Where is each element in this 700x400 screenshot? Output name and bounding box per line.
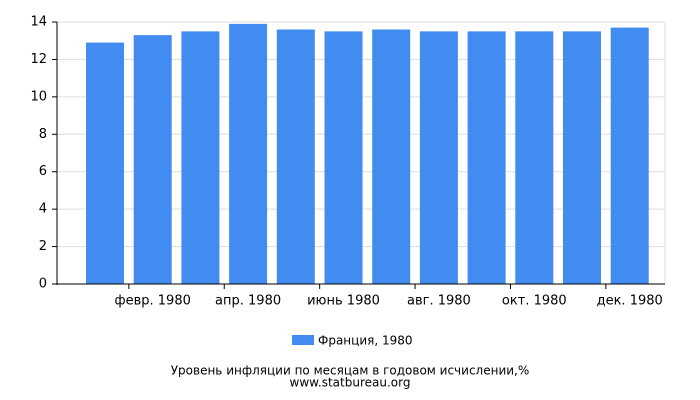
y-tick-label: 12: [30, 52, 47, 67]
bar: [276, 29, 315, 284]
y-tick-label: 10: [30, 89, 47, 104]
legend-swatch: [292, 335, 314, 345]
legend-label: Франция, 1980: [318, 334, 413, 348]
bar: [515, 31, 554, 284]
bar: [563, 31, 601, 284]
y-tick-label: 8: [39, 127, 47, 142]
x-tick-label: авг. 1980: [407, 294, 471, 309]
y-tick-label: 14: [30, 15, 47, 30]
bar: [229, 23, 268, 284]
source: www.statbureau.org: [290, 376, 411, 390]
chart-title: Уровень инфляции по месяцам в годовом ис…: [171, 364, 530, 378]
bar: [467, 31, 506, 284]
bar: [133, 35, 172, 284]
y-tick-label: 6: [39, 164, 47, 179]
bar: [86, 42, 124, 285]
x-tick-label: дек. 1980: [597, 294, 663, 309]
y-tick-label: 0: [39, 277, 47, 292]
y-tick-label: 2: [39, 239, 47, 254]
bar: [324, 31, 363, 284]
x-tick-label: окт. 1980: [502, 294, 567, 309]
x-tick-label: апр. 1980: [215, 294, 281, 309]
y-tick-label: 4: [39, 202, 47, 217]
bar: [372, 29, 411, 284]
bar: [419, 31, 458, 284]
bar: [610, 27, 649, 284]
bar: [181, 31, 220, 284]
x-tick-label: июнь 1980: [307, 294, 380, 309]
x-tick-label: февр. 1980: [115, 294, 191, 309]
